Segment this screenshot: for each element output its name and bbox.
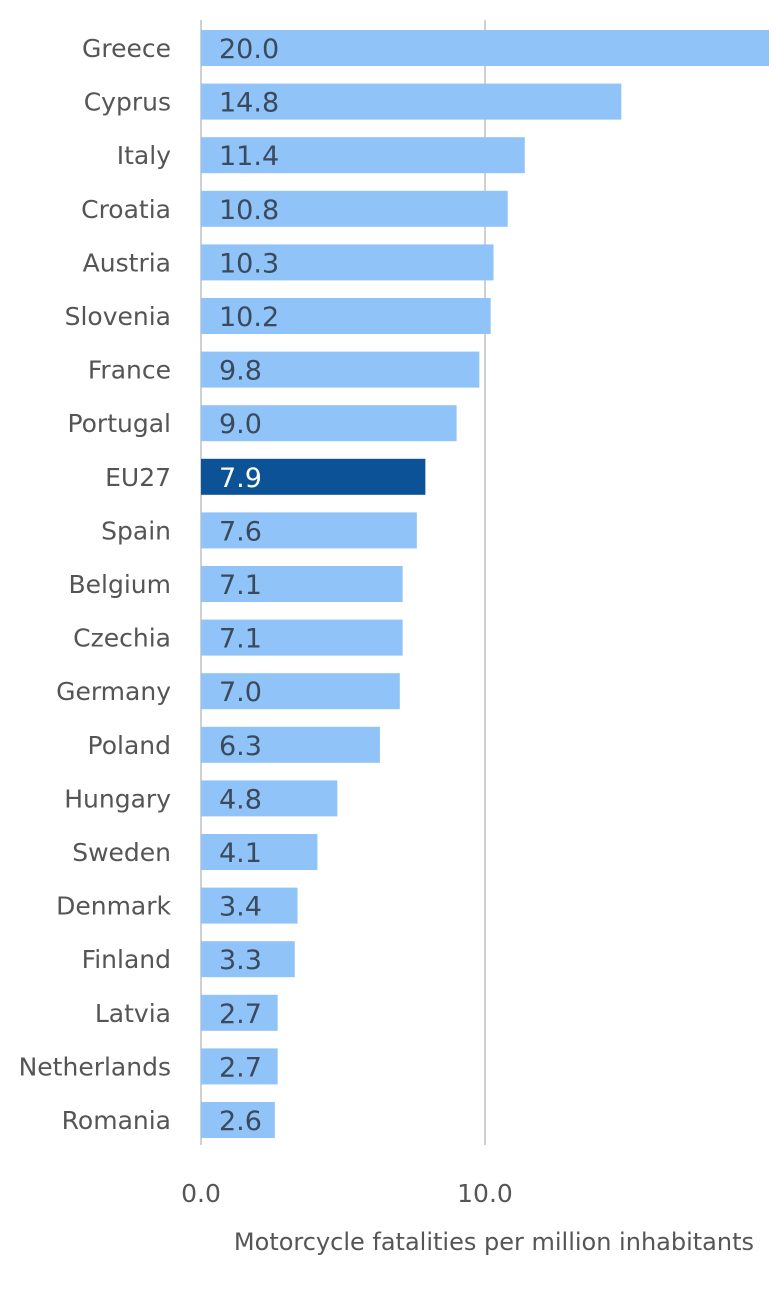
value-label: 9.0 (219, 409, 262, 440)
category-label: Netherlands (19, 1052, 171, 1081)
category-label: Finland (82, 945, 171, 974)
bar-portugal (201, 405, 457, 442)
bar-romania (201, 1102, 275, 1138)
category-label: Slovenia (65, 302, 171, 331)
value-label: 7.1 (219, 570, 262, 601)
value-label: 4.8 (219, 784, 262, 815)
value-labels: 20.0 14.8 11.4 10.8 10.3 10.2 9.8 9.0 7.9 7.6 7.1 7… (219, 34, 279, 1137)
category-labels: Greece Cyprus Italy Croatia Austria Slovenia F… (19, 34, 172, 1135)
value-label: 2.7 (219, 999, 262, 1030)
category-label: Cyprus (84, 88, 171, 117)
value-label: 2.7 (219, 1052, 262, 1083)
value-label: 11.4 (219, 141, 279, 172)
bar-spain (201, 512, 417, 549)
bars (201, 30, 769, 1138)
bar-eu27 (201, 458, 426, 495)
x-axis-title: Motorcycle fatalities per million inhabi… (234, 1228, 754, 1256)
value-label: 7.1 (219, 624, 262, 655)
bar-greece (201, 30, 769, 66)
value-label: 3.4 (219, 892, 262, 923)
bar-hungary (201, 780, 338, 817)
bar-finland (201, 941, 295, 978)
category-label: Spain (101, 516, 171, 545)
value-label: 3.3 (219, 945, 262, 976)
category-label: EU27 (105, 463, 171, 492)
category-label: Germany (56, 677, 171, 706)
bar-austria (201, 244, 494, 281)
category-label: Portugal (67, 409, 171, 438)
category-label: France (88, 356, 171, 385)
bar-cyprus (201, 83, 622, 120)
bar-denmark (201, 887, 298, 924)
category-label: Romania (62, 1106, 171, 1135)
x-tick-labels: 0.0 10.0 (181, 1179, 513, 1208)
value-label: 10.3 (219, 248, 279, 279)
value-label: 14.8 (219, 88, 279, 119)
value-label: 6.3 (219, 731, 262, 762)
value-label: 7.0 (219, 677, 262, 708)
category-label: Poland (88, 731, 171, 760)
category-label: Hungary (64, 784, 171, 813)
value-label: 10.8 (219, 195, 279, 226)
value-label: 2.6 (219, 1106, 262, 1137)
category-label: Croatia (81, 195, 171, 224)
category-label: Belgium (69, 570, 172, 599)
category-label: Sweden (72, 838, 171, 867)
bar-belgium (201, 566, 403, 602)
category-label: Latvia (95, 999, 171, 1028)
bar-italy (201, 137, 525, 174)
category-label: Greece (82, 34, 171, 63)
bar-germany (201, 673, 400, 710)
value-label: 4.1 (219, 838, 262, 869)
category-label: Denmark (56, 892, 171, 921)
category-label: Italy (117, 141, 171, 170)
bar-sweden (201, 834, 318, 870)
bar-poland (201, 726, 380, 763)
bar-france (201, 351, 480, 388)
bar-croatia (201, 190, 508, 227)
category-label: Austria (83, 248, 171, 277)
value-label: 9.8 (219, 356, 262, 387)
value-label: 7.9 (219, 463, 262, 494)
category-label: Czechia (73, 624, 171, 653)
bar-czechia (201, 619, 403, 656)
bar-latvia (201, 994, 278, 1031)
x-tick-label: 10.0 (457, 1179, 513, 1208)
value-label: 7.6 (219, 516, 262, 547)
value-label: 10.2 (219, 302, 279, 333)
bar-slovenia (201, 298, 491, 334)
bar-netherlands (201, 1048, 278, 1085)
value-label: 20.0 (219, 34, 279, 65)
x-tick-label: 0.0 (181, 1179, 221, 1208)
